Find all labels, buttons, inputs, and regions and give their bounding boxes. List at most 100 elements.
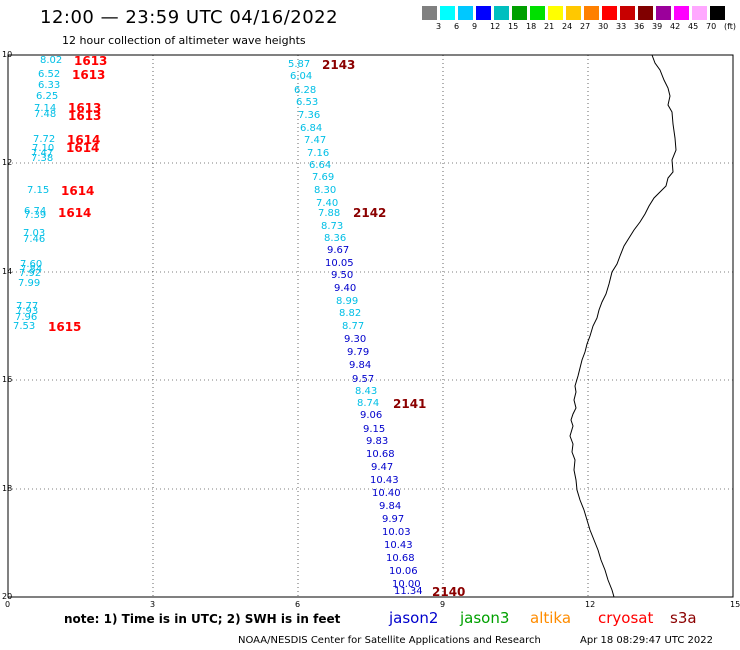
color-tick-label: 27 <box>580 22 591 31</box>
wave-height-label: 7.14 <box>34 103 57 114</box>
wave-height-label: 7.36 <box>298 110 321 121</box>
wave-height-label: 7.93 <box>16 306 39 317</box>
color-swatch <box>638 6 653 20</box>
color-tick-label: 3 <box>436 22 442 31</box>
color-swatch <box>458 6 473 20</box>
pass-number-label: 1614 <box>66 141 100 155</box>
wave-height-label: 7.77 <box>16 301 39 312</box>
wave-height-label: 8.73 <box>321 221 344 232</box>
color-tick-label: 30 <box>598 22 609 31</box>
wave-height-label: 6.52 <box>38 69 61 80</box>
color-tick-label: 21 <box>544 22 555 31</box>
wave-height-label: 9.47 <box>371 462 394 473</box>
wave-height-label: 8.02 <box>40 55 63 66</box>
color-unit-label: (ft) <box>724 22 737 31</box>
wave-height-label: 10.68 <box>366 449 395 460</box>
y-tick-label: 16 <box>2 375 13 384</box>
wave-height-label: 8.36 <box>324 233 347 244</box>
wave-height-label: 10.43 <box>370 475 399 486</box>
y-tick-label: 14 <box>2 267 13 276</box>
satellite-legend-item: jason2 <box>389 609 439 627</box>
y-tick-label: 10 <box>2 50 13 59</box>
wave-height-label: 10.68 <box>386 553 415 564</box>
color-tick-label: 36 <box>634 22 645 31</box>
satellite-legend-item: altika <box>530 609 572 627</box>
color-swatch <box>566 6 581 20</box>
wave-height-label: 11.34 <box>394 586 423 597</box>
wave-height-label: 6.28 <box>294 85 317 96</box>
wave-height-label: 7.48 <box>34 109 57 120</box>
color-tick-label: 6 <box>454 22 460 31</box>
wave-height-label: 9.97 <box>382 514 405 525</box>
x-tick-label: 15 <box>730 600 740 609</box>
wave-height-label: 9.30 <box>344 334 367 345</box>
wave-height-label: 7.69 <box>312 172 335 183</box>
gridlines <box>8 55 733 597</box>
wave-height-label: 9.67 <box>327 245 350 256</box>
satellite-legend-item: s3a <box>670 609 697 627</box>
x-tick-label: 9 <box>440 600 446 609</box>
wave-height-label: 10.43 <box>384 540 413 551</box>
color-swatch <box>584 6 599 20</box>
wave-height-label: 9.40 <box>334 283 357 294</box>
wave-height-label: 7.53 <box>13 321 36 332</box>
wave-height-label: 9.15 <box>363 424 386 435</box>
satellite-legend-item: cryosat <box>598 609 654 627</box>
wave-height-label: 6.53 <box>296 97 319 108</box>
wave-height-label: 10.06 <box>389 566 418 577</box>
wave-height-label: 9.84 <box>379 501 402 512</box>
wave-height-label: 7.39 <box>24 210 47 221</box>
wave-height-label: 8.77 <box>342 321 365 332</box>
pass-number-label: 1613 <box>74 54 108 68</box>
page-title: 12:00 — 23:59 UTC 04/16/2022 <box>40 7 339 28</box>
wave-height-label: 9.50 <box>331 270 354 281</box>
color-tick-label: 24 <box>562 22 573 31</box>
color-tick-label: 9 <box>472 22 478 31</box>
pass-number-label: 2142 <box>353 206 387 220</box>
color-tick-label: 18 <box>526 22 537 31</box>
pass-number-label: 1613 <box>68 101 102 115</box>
wave-height-label: 6.04 <box>290 71 313 82</box>
color-tick-label: 39 <box>652 22 663 31</box>
wave-height-label: 10.40 <box>372 488 401 499</box>
wave-height-label: 7.84 <box>20 264 43 275</box>
wave-height-label: 7.40 <box>316 198 339 209</box>
wave-height-label: 9.79 <box>347 347 370 358</box>
wave-height-label: 7.92 <box>19 268 42 279</box>
pass-number-label: 1613 <box>72 68 106 82</box>
wave-height-label: 7.60 <box>20 259 43 270</box>
y-tick-label: 20 <box>2 592 13 601</box>
wave-height-label: 9.83 <box>366 436 389 447</box>
wave-height-label: 5.87 <box>288 59 311 70</box>
wave-height-label: 7.03 <box>23 228 46 239</box>
color-tick-label: 33 <box>616 22 627 31</box>
color-swatch <box>548 6 563 20</box>
color-swatch <box>656 6 671 20</box>
color-tick-label: 15 <box>508 22 519 31</box>
wave-height-label: 7.10 <box>32 143 55 154</box>
wave-height-label: 7.16 <box>307 148 330 159</box>
wave-height-label: 10.05 <box>325 258 354 269</box>
footer-timestamp: Apr 18 08:29:47 UTC 2022 <box>580 635 713 646</box>
color-swatch <box>674 6 689 20</box>
y-tick-label: 12 <box>2 158 13 167</box>
color-swatch <box>620 6 635 20</box>
wave-height-label: 8.74 <box>357 398 380 409</box>
color-swatch <box>422 6 437 20</box>
wave-height-label: 8.82 <box>339 308 362 319</box>
pass-number-label: 1614 <box>61 184 95 198</box>
wave-height-label: 7.99 <box>18 278 41 289</box>
wave-height-label: 7.47 <box>31 148 54 159</box>
wave-height-label: 6.74 <box>24 206 47 217</box>
wave-height-label: 7.96 <box>15 312 38 323</box>
wave-height-label: 6.84 <box>300 123 323 134</box>
wave-height-label: 6.25 <box>36 91 59 102</box>
wave-height-label: 6.33 <box>38 80 61 91</box>
pass-number-label: 1615 <box>48 320 82 334</box>
color-swatch <box>710 6 725 20</box>
color-swatch <box>530 6 545 20</box>
x-tick-label: 3 <box>150 600 156 609</box>
color-swatch <box>512 6 527 20</box>
wave-height-label: 8.30 <box>314 185 337 196</box>
